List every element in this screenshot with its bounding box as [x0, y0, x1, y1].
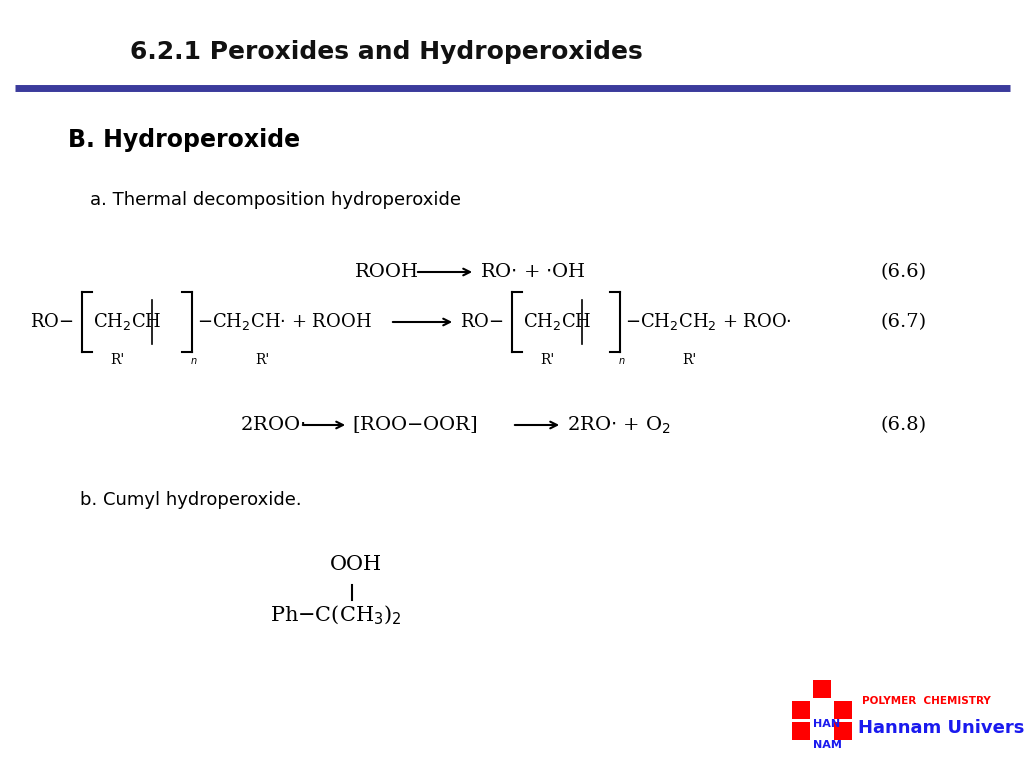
Text: 6.2.1 Peroxides and Hydroperoxides: 6.2.1 Peroxides and Hydroperoxides: [130, 40, 643, 64]
Text: (6.6): (6.6): [880, 263, 926, 281]
Bar: [792, 701, 810, 719]
Text: $-$CH$_2$CH$_2$ + ROO$\cdot$: $-$CH$_2$CH$_2$ + ROO$\cdot$: [625, 312, 792, 333]
Text: R': R': [540, 353, 554, 367]
Text: $_n$: $_n$: [190, 353, 198, 367]
Text: CH$_2$CH: CH$_2$CH: [523, 312, 592, 333]
Text: R': R': [110, 353, 124, 367]
Text: ROOH: ROOH: [355, 263, 419, 281]
Text: 2ROO$\cdot$: 2ROO$\cdot$: [240, 416, 305, 434]
Text: OOH: OOH: [330, 555, 382, 574]
Text: b. Cumyl hydroperoxide.: b. Cumyl hydroperoxide.: [80, 491, 302, 509]
Text: $_n$: $_n$: [618, 353, 626, 367]
Text: B. Hydroperoxide: B. Hydroperoxide: [68, 128, 300, 152]
Text: a. Thermal decomposition hydroperoxide: a. Thermal decomposition hydroperoxide: [90, 191, 461, 209]
Text: RO$\cdot$ + $\cdot$OH: RO$\cdot$ + $\cdot$OH: [480, 263, 586, 281]
Bar: [834, 722, 852, 740]
Text: Ph$-$C(CH$_3$)$_2$: Ph$-$C(CH$_3$)$_2$: [270, 604, 401, 627]
Text: [ROO$-$OOR]: [ROO$-$OOR]: [352, 415, 477, 435]
Bar: [834, 701, 852, 719]
Text: 2RO$\cdot$ + O$_2$: 2RO$\cdot$ + O$_2$: [567, 415, 671, 435]
Text: HAN: HAN: [813, 719, 840, 729]
Text: POLYMER  CHEMISTRY: POLYMER CHEMISTRY: [862, 696, 991, 706]
Text: RO$-$: RO$-$: [30, 313, 74, 331]
Text: R': R': [255, 353, 269, 367]
Bar: [792, 722, 810, 740]
Text: R': R': [682, 353, 696, 367]
Text: Hannam University: Hannam University: [858, 719, 1024, 737]
Text: RO$-$: RO$-$: [460, 313, 504, 331]
Text: NAM: NAM: [813, 740, 842, 750]
Text: (6.8): (6.8): [880, 416, 926, 434]
Text: (6.7): (6.7): [880, 313, 926, 331]
Bar: [813, 680, 831, 698]
Text: $-$CH$_2$CH$\cdot$ + ROOH: $-$CH$_2$CH$\cdot$ + ROOH: [197, 312, 372, 333]
Text: CH$_2$CH: CH$_2$CH: [93, 312, 162, 333]
